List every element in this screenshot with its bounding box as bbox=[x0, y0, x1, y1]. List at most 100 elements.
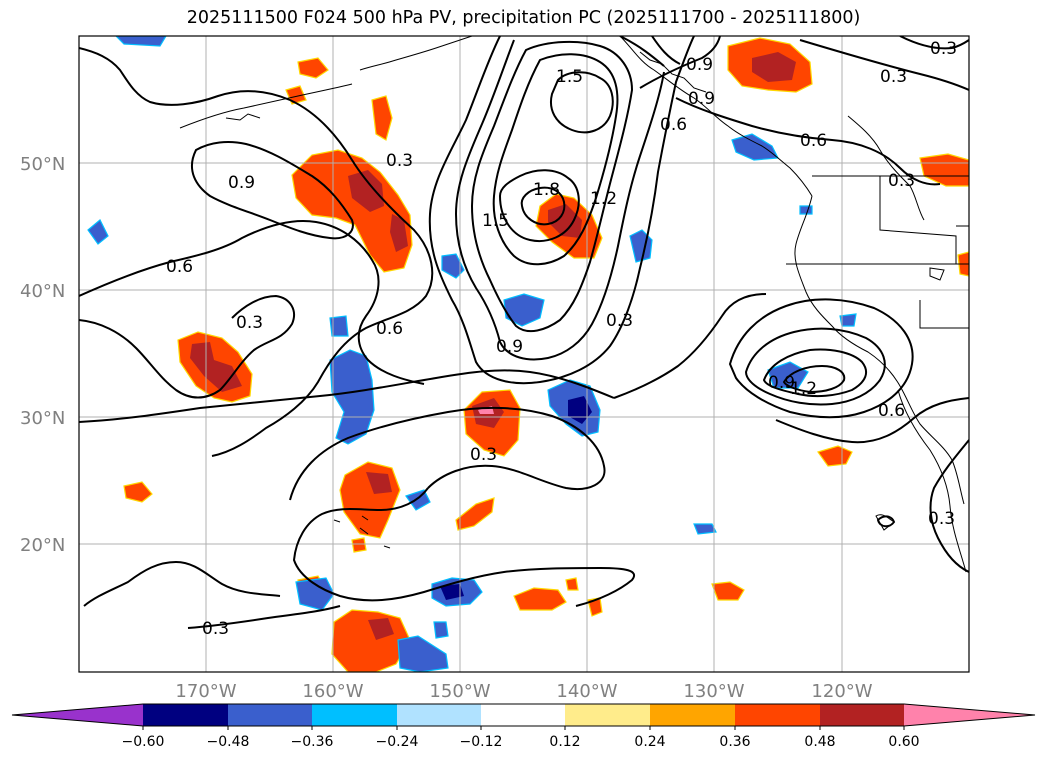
lon-label: 160°W bbox=[302, 681, 363, 702]
precip-negative-area bbox=[503, 293, 545, 327]
pv-contour-0.3 bbox=[651, 36, 681, 65]
pv-contour-0.3 bbox=[79, 47, 434, 457]
colorbar-segment bbox=[735, 704, 820, 726]
colorbar-segment bbox=[650, 704, 735, 726]
pv-contour-0.9 bbox=[470, 40, 634, 333]
precip-positive-core bbox=[390, 214, 408, 252]
contour-label: 1.5 bbox=[482, 211, 509, 231]
precip-positive-area bbox=[297, 57, 329, 79]
pv-contour-0.3 bbox=[187, 605, 341, 629]
lon-label: 140°W bbox=[556, 681, 617, 702]
precip-negative-area bbox=[693, 523, 717, 535]
precip-positive-area bbox=[565, 577, 579, 591]
precip-positive-area bbox=[817, 445, 853, 467]
contour-label: 0.3 bbox=[928, 509, 955, 529]
precip-positive-area bbox=[919, 153, 969, 187]
lat-label: 50°N bbox=[20, 154, 65, 175]
colorbar-tick-label: 0.36 bbox=[719, 734, 750, 750]
pv-contour-0.3 bbox=[292, 487, 635, 607]
precip-positive-core bbox=[366, 472, 392, 494]
pv-contour-0.6 bbox=[613, 293, 767, 399]
precip-negative-area bbox=[87, 219, 109, 245]
pv-contour-0.6 bbox=[799, 39, 969, 91]
colorbar-tick-label: 0.48 bbox=[804, 734, 835, 750]
contour-label: 0.3 bbox=[202, 619, 229, 639]
pv-contour-1.5 bbox=[498, 169, 580, 242]
pv-contour-0.9 bbox=[762, 348, 868, 398]
contour-label: 0.3 bbox=[880, 67, 907, 87]
colorbar-tick-label: −0.12 bbox=[460, 734, 503, 750]
contour-label: 0.6 bbox=[166, 257, 193, 277]
colorbar-segment bbox=[143, 704, 228, 726]
pv-contour-1.5 bbox=[550, 71, 614, 134]
lon-label: 150°W bbox=[429, 681, 490, 702]
lat-label: 30°N bbox=[20, 408, 65, 429]
pv-contour-0.3 bbox=[619, 36, 665, 67]
precip-negative-area bbox=[839, 313, 857, 327]
lon-label: 130°W bbox=[683, 681, 744, 702]
contour-label: 0.3 bbox=[470, 445, 497, 465]
precip-negative-area bbox=[397, 635, 449, 672]
contour-label: 1.2 bbox=[790, 379, 817, 399]
colorbar-tick-label: −0.60 bbox=[122, 734, 165, 750]
contour-label: 1.8 bbox=[533, 180, 560, 200]
lat-label: 20°N bbox=[20, 535, 65, 556]
pv-contour-0.3 bbox=[79, 369, 615, 423]
precip-positive-area bbox=[455, 497, 495, 531]
precip-negative-area bbox=[731, 133, 779, 161]
pv-contours bbox=[79, 36, 969, 629]
colorbar-tick-label: −0.24 bbox=[376, 734, 419, 750]
precip-negative-core bbox=[440, 584, 464, 600]
map-area: 1.5 1.8 1.5 1.2 0.9 0.9 0.6 0.3 0.9 0.6 … bbox=[79, 36, 969, 672]
colorbar-segment bbox=[397, 704, 481, 726]
precip-negative-area bbox=[329, 349, 375, 445]
pv-contour-0.3 bbox=[876, 515, 896, 528]
contour-label: 0.6 bbox=[376, 319, 403, 339]
precip-negative-area bbox=[115, 36, 167, 47]
contour-label: 0.9 bbox=[688, 89, 715, 109]
contour-labels: 1.5 1.8 1.5 1.2 0.9 0.9 0.6 0.3 0.9 0.6 … bbox=[166, 39, 957, 639]
precip-negative-area bbox=[441, 253, 465, 279]
precip-positive-core bbox=[548, 204, 582, 238]
contour-label: 0.9 bbox=[496, 337, 523, 357]
contour-label: 0.6 bbox=[878, 401, 905, 421]
colorbar-extend-max bbox=[904, 704, 1035, 726]
longitude-labels: 170°W 160°W 150°W 140°W 130°W 120°W bbox=[175, 681, 872, 702]
precip-positive-core bbox=[752, 52, 796, 82]
colorbar-tick-label: 0.24 bbox=[634, 734, 665, 750]
contour-label: 0.9 bbox=[686, 55, 713, 75]
contour-label: 0.9 bbox=[768, 373, 795, 393]
contour-label: 0.9 bbox=[228, 173, 255, 193]
contour-label: 1.5 bbox=[556, 67, 583, 87]
precip-negative-area bbox=[799, 205, 813, 215]
precip-negative-area bbox=[629, 229, 653, 263]
colorbar-segment bbox=[312, 704, 397, 726]
pv-contour-0.6 bbox=[79, 220, 425, 385]
pv-contour-0.9 bbox=[191, 141, 354, 240]
contour-label: 0.3 bbox=[888, 171, 915, 191]
pv-contour-0.3 bbox=[79, 294, 295, 399]
contour-label: 0.3 bbox=[236, 313, 263, 333]
pv-contour-0.3 bbox=[83, 560, 281, 607]
pv-contour-0.3 bbox=[775, 397, 969, 444]
precip-positive-area bbox=[123, 481, 153, 503]
precip-positive-area bbox=[513, 587, 567, 611]
lat-label: 40°N bbox=[20, 281, 65, 302]
precip-positive-area bbox=[711, 581, 745, 601]
contour-label: 0.3 bbox=[386, 151, 413, 171]
colorbar: −0.60 −0.48 −0.36 −0.24 −0.12 0.12 0.24 0.36 0.4… bbox=[11, 703, 1036, 750]
contour-label: 1.2 bbox=[590, 189, 617, 209]
lon-label: 170°W bbox=[175, 681, 236, 702]
pv-contour-1.8 bbox=[520, 186, 566, 226]
precip-positive-core bbox=[368, 618, 394, 640]
pv-contour-0.6 bbox=[744, 327, 886, 406]
pv-contour-0.9 bbox=[639, 36, 721, 89]
precip-positive-area bbox=[291, 149, 413, 273]
colorbar-segment bbox=[228, 704, 312, 726]
pv-contour-1.2 bbox=[492, 53, 619, 266]
pv-contour-0.3 bbox=[289, 406, 606, 501]
lon-label: 120°W bbox=[811, 681, 872, 702]
contour-label: 0.3 bbox=[930, 39, 957, 59]
colorbar-tick-label: −0.36 bbox=[291, 734, 334, 750]
map-title: 2025111500 F024 500 hPa PV, precipitatio… bbox=[186, 8, 861, 28]
